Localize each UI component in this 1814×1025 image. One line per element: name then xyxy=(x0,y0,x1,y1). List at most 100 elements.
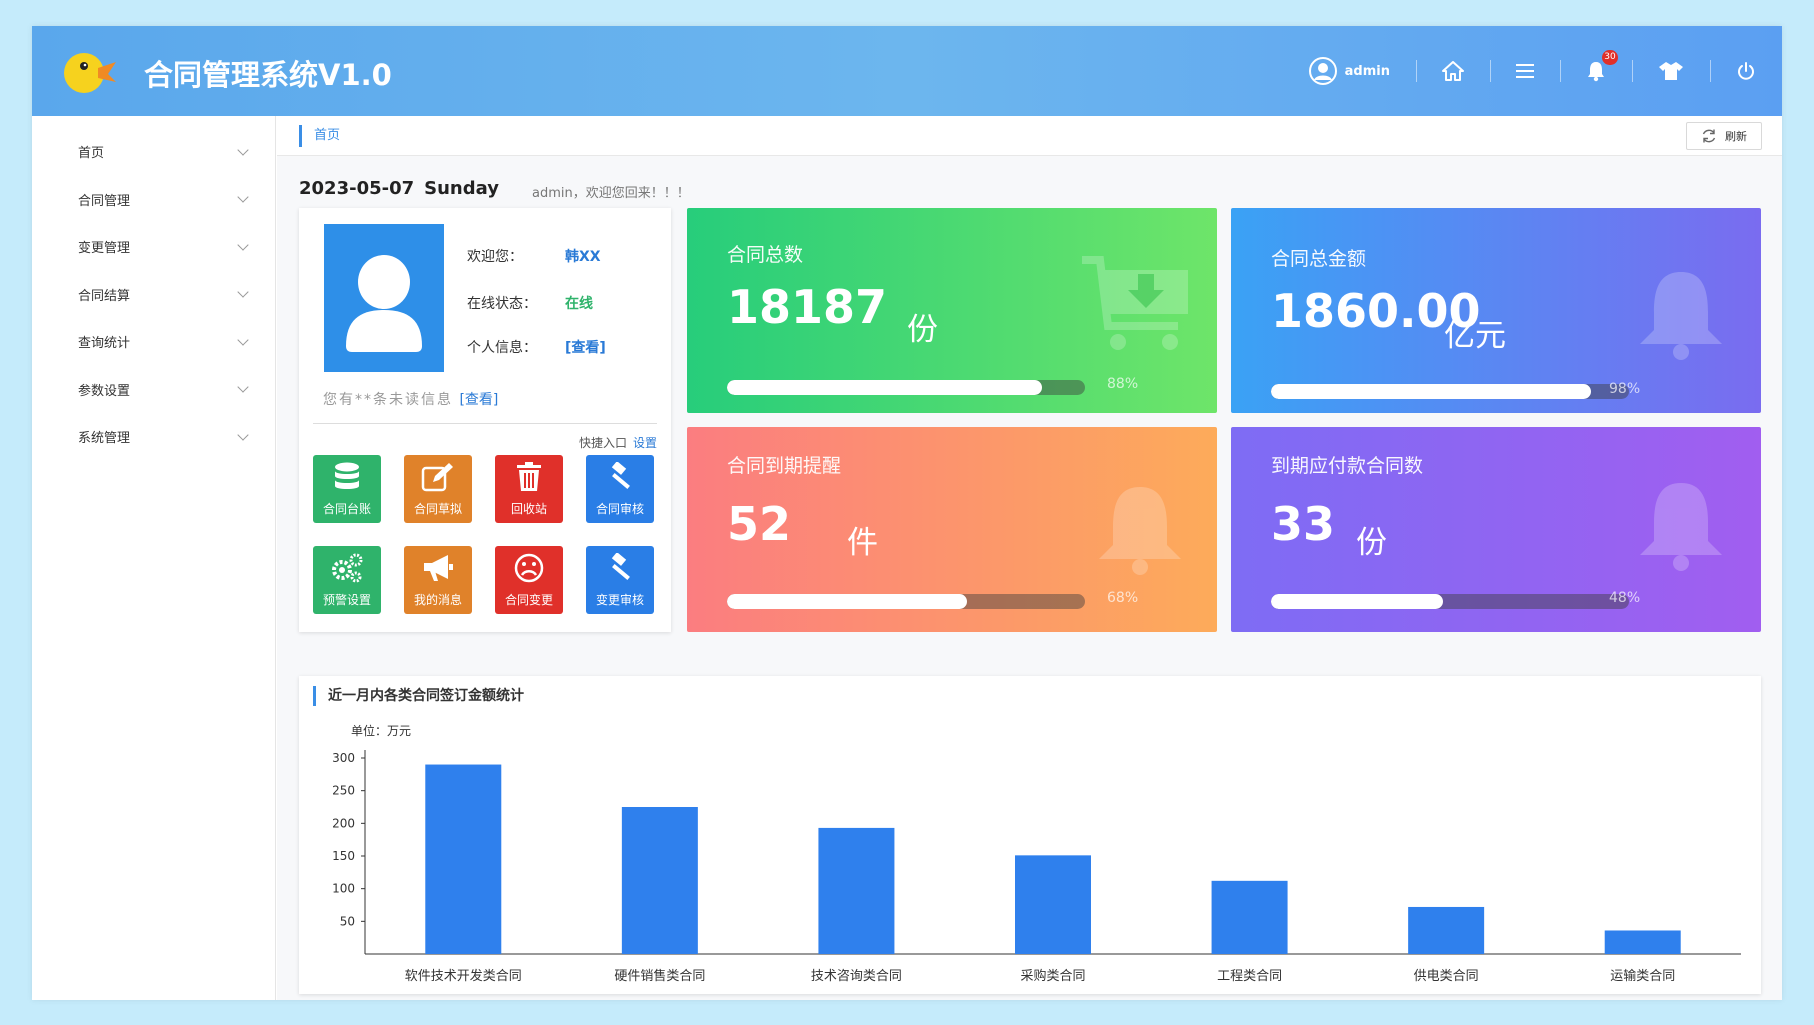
progress-bar xyxy=(1271,384,1629,399)
home-button[interactable] xyxy=(1416,26,1490,116)
welcome-row: 欢迎您： 韩XX xyxy=(467,246,601,266)
chevron-down-icon xyxy=(237,381,249,393)
progress-fill xyxy=(1271,594,1443,609)
quick-button-contract-change[interactable]: 合同变更 xyxy=(495,546,563,614)
refresh-icon xyxy=(1702,129,1716,143)
duck-logo-icon xyxy=(64,53,116,93)
bar-7 xyxy=(1604,930,1681,954)
card-value: 18187 xyxy=(727,280,888,334)
notifications-button[interactable]: 30 xyxy=(1560,26,1632,116)
bell-icon xyxy=(1640,483,1722,571)
notification-badge: 30 xyxy=(1602,50,1618,65)
home-icon xyxy=(1442,61,1464,81)
bar-4 xyxy=(1015,855,1091,954)
card-percent: 68% xyxy=(1107,590,1139,606)
gears-icon xyxy=(332,553,363,583)
sidebar-item-parameters[interactable]: 参数设置 xyxy=(32,366,275,414)
card-value: 52 xyxy=(727,497,792,551)
bell-icon xyxy=(1588,62,1604,82)
status-badge: 在线 xyxy=(565,296,593,312)
sidebar: 首页 合同管理 变更管理 合同结算 查询统计 参数设置 系统管理 xyxy=(32,116,276,1000)
skin-button[interactable] xyxy=(1632,26,1710,116)
chevron-down-icon xyxy=(237,429,249,441)
quick-settings-link[interactable]: 设置 xyxy=(632,436,657,450)
quick-button-label: 预警设置 xyxy=(322,593,371,607)
sidebar-item-label: 系统管理 xyxy=(78,431,131,447)
bell-icon xyxy=(1099,487,1181,575)
quick-button-contract-review[interactable]: 合同审核 xyxy=(586,455,654,523)
status-row: 在线状态： 在线 xyxy=(467,293,593,313)
y-tick-label: 100 xyxy=(332,882,355,896)
chevron-down-icon xyxy=(237,239,249,251)
unread-notice: 您有**条未读信息 [查看] xyxy=(323,389,498,409)
x-tick-label: 硬件销售类合同 xyxy=(614,968,705,984)
bar-5 xyxy=(1211,880,1288,954)
user-menu[interactable]: admin xyxy=(1283,26,1416,116)
app-frame: 合同管理系统V1.0 admin xyxy=(32,26,1782,1000)
y-tick-label: 150 xyxy=(332,849,355,863)
y-tick-label: 300 xyxy=(332,751,355,765)
chart-unit-label: 单位：万元 xyxy=(351,724,412,738)
quick-button-label: 合同审核 xyxy=(595,502,644,516)
divider xyxy=(313,423,657,424)
progress-bar xyxy=(727,380,1085,395)
sidebar-item-label: 变更管理 xyxy=(78,241,131,257)
progress-bar xyxy=(1271,594,1629,609)
card-unit: 份 xyxy=(907,312,938,348)
view-profile-link[interactable]: [查看] xyxy=(565,340,606,356)
quick-button-recycle-bin[interactable]: 回收站 xyxy=(495,455,563,523)
database-icon xyxy=(335,462,359,489)
user-silhouette-icon xyxy=(346,255,422,352)
card-value: 1860.00 xyxy=(1271,284,1481,338)
quick-button-alert-settings[interactable]: 预警设置 xyxy=(313,546,381,614)
unread-text: 您有**条未读信息 xyxy=(323,392,453,408)
quick-button-contract-draft[interactable]: 合同草拟 xyxy=(404,455,472,523)
bar-2 xyxy=(621,807,698,954)
gavel-icon xyxy=(611,462,630,489)
sidebar-item-change-management[interactable]: 变更管理 xyxy=(32,223,275,271)
current-weekday: Sunday xyxy=(424,178,499,199)
cart-download-icon xyxy=(1082,256,1188,350)
sidebar-item-label: 合同管理 xyxy=(78,193,131,209)
tab-home[interactable]: 首页 xyxy=(299,125,340,147)
view-unread-link[interactable]: [查看] xyxy=(459,392,499,408)
sidebar-item-settlement[interactable]: 合同结算 xyxy=(32,271,275,319)
frown-icon xyxy=(514,553,544,583)
card-unit: 件 xyxy=(847,525,878,561)
bar-1 xyxy=(425,764,502,954)
welcome-label: 欢迎您： xyxy=(467,249,523,265)
quick-button-change-review[interactable]: 变更审核 xyxy=(586,546,654,614)
power-icon xyxy=(1738,62,1754,80)
stat-card-payment-due: 到期应付款合同数 33 份 48% xyxy=(1231,427,1761,632)
progress-fill xyxy=(727,594,967,609)
sidebar-item-query-stats[interactable]: 查询统计 xyxy=(32,318,275,366)
x-tick-label: 运输类合同 xyxy=(1610,968,1675,984)
refresh-button[interactable]: 刷新 xyxy=(1686,122,1762,150)
x-tick-label: 软件技术开发类合同 xyxy=(405,968,522,984)
quick-entry-label: 快捷入口 xyxy=(578,436,627,450)
hamburger-icon xyxy=(1516,64,1534,78)
sidebar-item-label: 参数设置 xyxy=(78,383,131,399)
quick-button-label: 合同变更 xyxy=(504,593,553,607)
app-title: 合同管理系统V1.0 xyxy=(144,58,392,92)
avatar xyxy=(324,224,444,372)
card-title: 到期应付款合同数 xyxy=(1271,455,1424,477)
gavel-icon xyxy=(611,553,630,580)
current-date: 2023-05-07 xyxy=(299,178,415,199)
menu-toggle-button[interactable] xyxy=(1490,26,1560,116)
chart-title: 近一月内各类合同签订金额统计 xyxy=(313,686,524,706)
bell-icon xyxy=(1640,272,1722,360)
sidebar-item-system[interactable]: 系统管理 xyxy=(32,413,275,461)
progress-bar xyxy=(727,594,1085,609)
sidebar-item-home[interactable]: 首页 xyxy=(32,128,275,176)
card-unit: 亿元 xyxy=(1444,318,1506,354)
quick-button-contract-ledger[interactable]: 合同台账 xyxy=(313,455,381,523)
sidebar-item-contract-management[interactable]: 合同管理 xyxy=(32,176,275,224)
tshirt-icon xyxy=(1659,62,1683,80)
user-fullname: 韩XX xyxy=(565,249,601,265)
chevron-down-icon xyxy=(237,144,249,156)
quick-button-my-messages[interactable]: 我的消息 xyxy=(404,546,472,614)
logout-button[interactable] xyxy=(1710,26,1782,116)
date-line: 2023-05-07 Sunday xyxy=(299,178,499,199)
info-row: 个人信息： [查看] xyxy=(467,337,606,357)
